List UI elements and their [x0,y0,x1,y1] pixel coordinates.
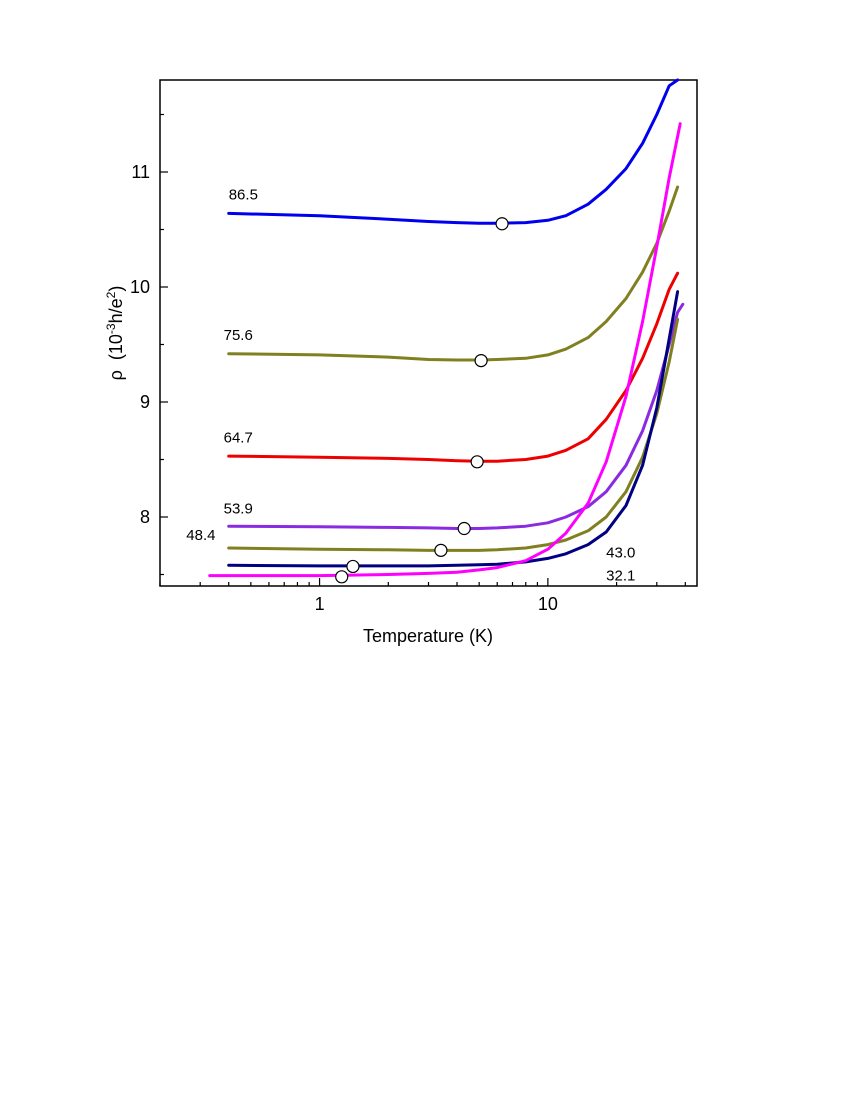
marker-48-4 [434,543,448,557]
curve-86-5 [227,78,680,225]
y-tick-label: 9 [140,392,150,412]
y-tick-label: 10 [130,277,150,297]
curve-label-75-6: 75.6 [224,327,253,344]
curve-label-43-0: 43.0 [606,544,635,561]
curve-label-53-9: 53.9 [224,501,253,518]
curve-label-64-7: 64.7 [224,429,253,446]
curve-label-86-5: 86.5 [229,187,258,204]
y-axis-title-mid: h/e [106,298,126,323]
y-axis-title-symbol: ρ [106,370,126,380]
curve-label-48-4: 48.4 [186,527,215,544]
curve-32-1 [208,122,682,578]
x-axis-title: Temperature (K) [363,626,493,646]
y-tick-label: 8 [140,507,150,527]
marker-86-5 [495,217,509,231]
curve-75-6 [227,185,680,362]
x-tick-label: 10 [538,594,558,614]
curve-53-9 [227,302,685,530]
y-axis-ticks: 8 9 10 11 [130,113,168,576]
curve-43-0 [227,290,680,568]
marker-64-7 [470,455,484,469]
x-tick-label: 1 [315,594,325,614]
marker-43-0 [346,559,360,574]
curve-label-32-1: 32.1 [606,567,635,584]
y-axis-title-exp1: -3 [104,323,118,334]
marker-75-6 [474,354,488,368]
marker-53-9 [457,521,471,536]
curve-annotations: 86.5 75.6 64.7 53.9 48.4 43.0 32.1 [186,187,635,585]
y-tick-label: 11 [131,162,150,182]
y-axis-title-exp2: 2 [104,291,118,298]
y-axis-title-open: (10 [106,334,126,360]
x-axis-ticks: 1 10 [159,578,686,614]
markers [335,217,509,584]
curve-64-7 [227,271,680,463]
y-axis-title: ρ (10-3h/e2) [104,286,126,381]
y-axis-title-close: ) [106,286,126,292]
marker-32-1 [335,570,349,584]
curves [208,78,685,578]
